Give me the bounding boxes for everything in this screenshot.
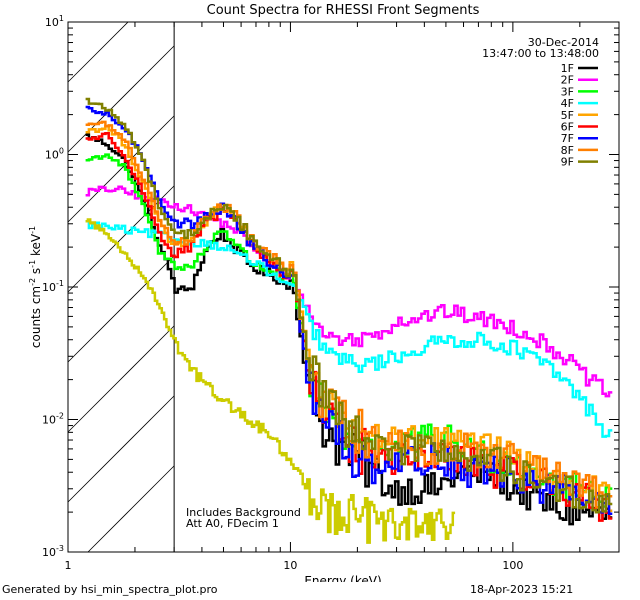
legend-label-1F: 1F	[561, 62, 574, 75]
y-tick-label: 10-3	[42, 544, 64, 559]
hatch-line	[67, 255, 175, 363]
hatch-line	[67, 21, 129, 83]
hatch-line	[87, 465, 175, 553]
annotation-attenuator: Att A0, FDecim 1	[186, 517, 279, 530]
legend-label-2F: 2F	[561, 74, 574, 87]
legend-label-3F: 3F	[561, 85, 574, 98]
legend-label-9F: 9F	[561, 156, 574, 169]
x-tick-label: 10	[283, 559, 297, 572]
y-tick-label: 10-1	[42, 279, 64, 294]
hatch-line	[67, 185, 175, 293]
y-tick-label: 101	[45, 14, 64, 29]
time-range-text: 13:47:00 to 13:48:00	[482, 47, 599, 60]
chart-title: Count Spectra for RHESSI Front Segments	[207, 3, 480, 18]
hatch-line	[67, 395, 175, 503]
legend-label-8F: 8F	[561, 144, 574, 157]
footer-timestamp: 18-Apr-2023 15:21	[470, 583, 574, 596]
legend-label-5F: 5F	[561, 109, 574, 122]
footer-generated-by: Generated by hsi_min_spectra_plot.pro	[2, 583, 218, 596]
y-axis-label: counts cm-2 s-1 keV-1	[28, 226, 43, 348]
annotation-includes-background: Includes Background	[186, 506, 301, 519]
series-lines	[85, 97, 613, 544]
x-axis-label: Energy (keV)	[304, 574, 381, 582]
x-tick-label: 1	[65, 559, 72, 572]
series-line-9F	[85, 97, 613, 514]
legend-label-6F: 6F	[561, 121, 574, 134]
y-tick-label: 100	[45, 147, 64, 162]
legend-label-7F: 7F	[561, 132, 574, 145]
x-axis-ticks: 1 10 100	[65, 22, 620, 572]
hatch-line	[67, 325, 175, 433]
y-axis-ticks: 10-3 10-2 10-1 100 101	[42, 14, 619, 559]
spectra-chart: Count Spectra for RHESSI Front Segments …	[28, 3, 620, 582]
date-text: 30-Dec-2014	[528, 36, 599, 49]
x-tick-label: 100	[502, 559, 523, 572]
series-line-7F	[85, 105, 613, 515]
series-line-2F	[85, 185, 613, 398]
hatch-line	[67, 115, 175, 223]
excluded-region-hatching	[67, 21, 175, 553]
legend-label-4F: 4F	[561, 97, 574, 110]
y-tick-label: 10-2	[42, 412, 64, 427]
series-line-background	[85, 218, 456, 544]
